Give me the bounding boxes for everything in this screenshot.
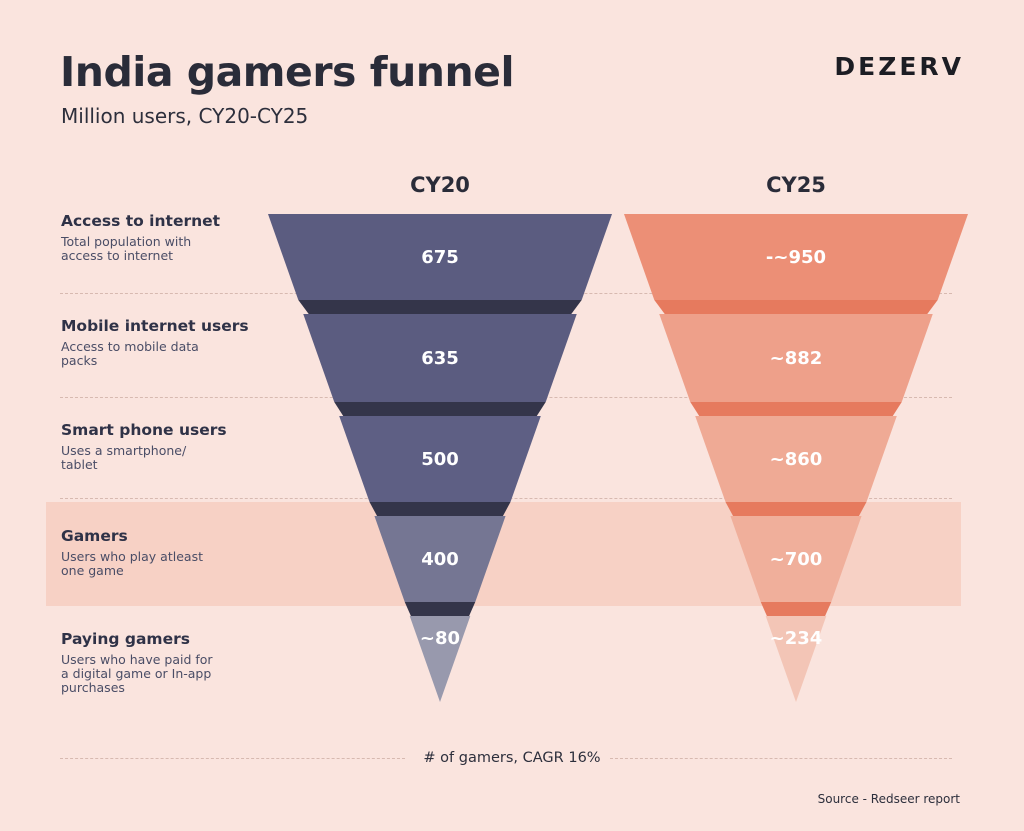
brand-logo: DEZERV (834, 52, 964, 81)
funnel-segment-cy20-smart-phone-users (339, 416, 541, 502)
value-label-cy25-mobile-internet-users: ~882 (770, 348, 823, 369)
page-subtitle: Million users, CY20-CY25 (61, 104, 309, 128)
funnel-segment-cy25-access-to-internet (624, 214, 968, 300)
stage-gamers: Gamers Users who play atleast one game (61, 527, 261, 578)
value-label-cy20-paying-gamers: ~80 (420, 628, 460, 649)
funnel-slab-cy20 (404, 602, 476, 616)
footer-rule-right (610, 758, 952, 759)
stage-name: Gamers (61, 527, 128, 545)
funnel-segment-cy20-gamers (374, 516, 506, 602)
funnel-segment-cy20-mobile-internet-users (303, 314, 577, 402)
value-label-cy25-gamers: ~700 (770, 549, 823, 570)
funnel-slab-cy20 (334, 402, 546, 416)
stage-name: Mobile internet users (61, 317, 249, 335)
funnel-segment-cy20-paying-gamers (409, 616, 471, 702)
funnel-segment-cy25-smart-phone-users (695, 416, 897, 502)
stage-description: Uses a smartphone/ tablet (61, 443, 187, 472)
stage-paying-gamers: Paying gamers Users who have paid for a … (61, 630, 261, 695)
funnel-segment-cy20-access-to-internet (268, 214, 612, 300)
stage-description: Users who play atleast one game (61, 549, 203, 578)
stage-description: Users who have paid for a digital game o… (61, 652, 213, 695)
column-header-cy25: CY25 (766, 173, 826, 197)
stage-name: Access to internet (61, 212, 221, 230)
value-label-cy20-access-to-internet: 675 (421, 247, 459, 268)
value-label-cy25-paying-gamers: ~234 (770, 628, 823, 649)
funnel-slab-cy25 (690, 402, 902, 416)
funnel-slab-cy20 (298, 300, 582, 314)
value-label-cy20-smart-phone-users: 500 (421, 449, 459, 470)
stage-name: Paying gamers (61, 630, 190, 648)
footer-rule-left (60, 758, 405, 759)
cagr-annotation: # of gamers, CAGR 16% (423, 750, 601, 766)
stage-mobile-internet-users: Mobile internet users Access to mobile d… (61, 317, 261, 368)
value-label-cy20-mobile-internet-users: 635 (421, 348, 459, 369)
value-label-cy25-access-to-internet: -~950 (766, 247, 826, 268)
funnel-segment-cy25-paying-gamers (765, 616, 827, 702)
funnel-segment-cy25-mobile-internet-users (659, 314, 933, 402)
stage-access-to-internet: Access to internet Total population with… (61, 212, 261, 263)
stage-name: Smart phone users (61, 421, 227, 439)
column-header-cy20: CY20 (410, 173, 470, 197)
stage-description: Access to mobile data packs (61, 339, 199, 368)
page-title: India gamers funnel (60, 48, 515, 96)
value-label-cy25-smart-phone-users: ~860 (770, 449, 823, 470)
source-note: Source - Redseer report (817, 792, 960, 806)
funnel-slab-cy25 (654, 300, 938, 314)
value-label-cy20-gamers: 400 (421, 549, 459, 570)
funnel-slab-cy25 (760, 602, 832, 616)
funnel-slab-cy20 (369, 502, 511, 516)
funnel-slab-cy25 (725, 502, 867, 516)
stage-description: Total population with access to internet (61, 234, 192, 263)
stage-smart-phone-users: Smart phone users Uses a smartphone/ tab… (61, 421, 261, 472)
funnel-segment-cy25-gamers (730, 516, 862, 602)
